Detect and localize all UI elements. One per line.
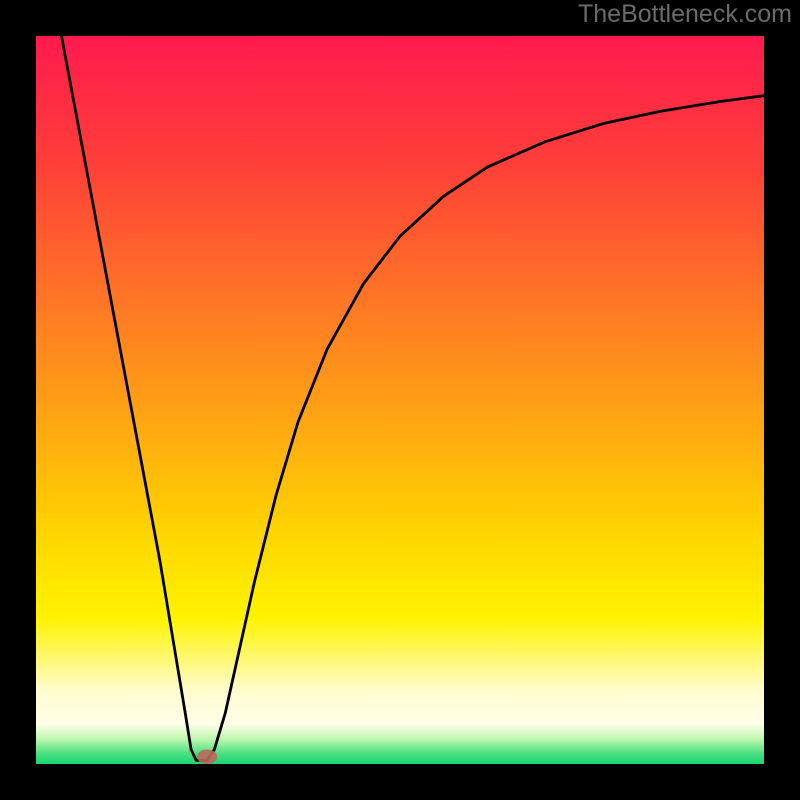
chart-container: TheBottleneck.com xyxy=(0,0,800,800)
min-point-marker xyxy=(197,749,217,764)
watermark-text: TheBottleneck.com xyxy=(578,0,792,29)
bottleneck-chart xyxy=(0,0,800,800)
chart-background xyxy=(36,36,764,764)
